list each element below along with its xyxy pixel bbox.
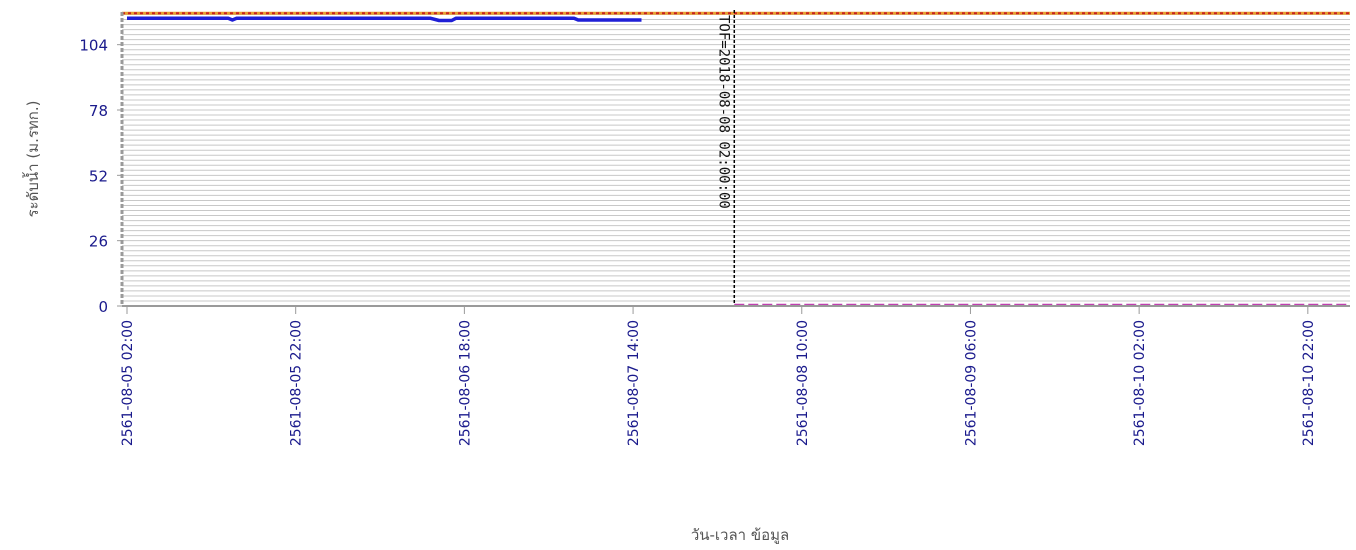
axes: [120, 12, 1350, 307]
x-tick-label: 2561-08-05 02:00: [120, 320, 136, 446]
y-tick-label: 52: [89, 167, 108, 185]
x-tick-label: 2561-08-07 14:00: [626, 320, 642, 446]
tof-marker-label: TOF=2018-08-08 02:00:00: [715, 15, 731, 209]
y-tick-label: 104: [79, 37, 108, 55]
x-tick-label: 2561-08-08 10:00: [795, 320, 811, 446]
y-tick-label: 78: [89, 102, 108, 120]
tof-marker: TOF=2018-08-08 02:00:00: [715, 10, 736, 306]
x-tick-label: 2561-08-05 22:00: [289, 320, 305, 446]
y-tick-label: 26: [89, 233, 108, 251]
x-tick-label: 2561-08-10 22:00: [1301, 320, 1317, 446]
series-measured-line: [127, 16, 642, 23]
x-tick-label: 2561-08-10 02:00: [1132, 320, 1148, 446]
x-tick-label: 2561-08-09 06:00: [963, 320, 979, 446]
x-axis-ticks: 2561-08-05 02:00 2561-08-05 22:00 2561-08-…: [120, 306, 1317, 446]
series-layer: [127, 16, 642, 23]
x-axis-label: วัน-เวลา ข้อมูล: [691, 526, 789, 544]
grid-lines: [122, 14, 1350, 302]
y-axis-ticks: 0 26 52 78 104: [79, 37, 122, 316]
y-tick-label: 0: [98, 298, 108, 316]
x-tick-label: 2561-08-06 18:00: [457, 320, 473, 446]
y-axis-label: ระดับน้ำ (ม.รทก.): [22, 101, 42, 218]
